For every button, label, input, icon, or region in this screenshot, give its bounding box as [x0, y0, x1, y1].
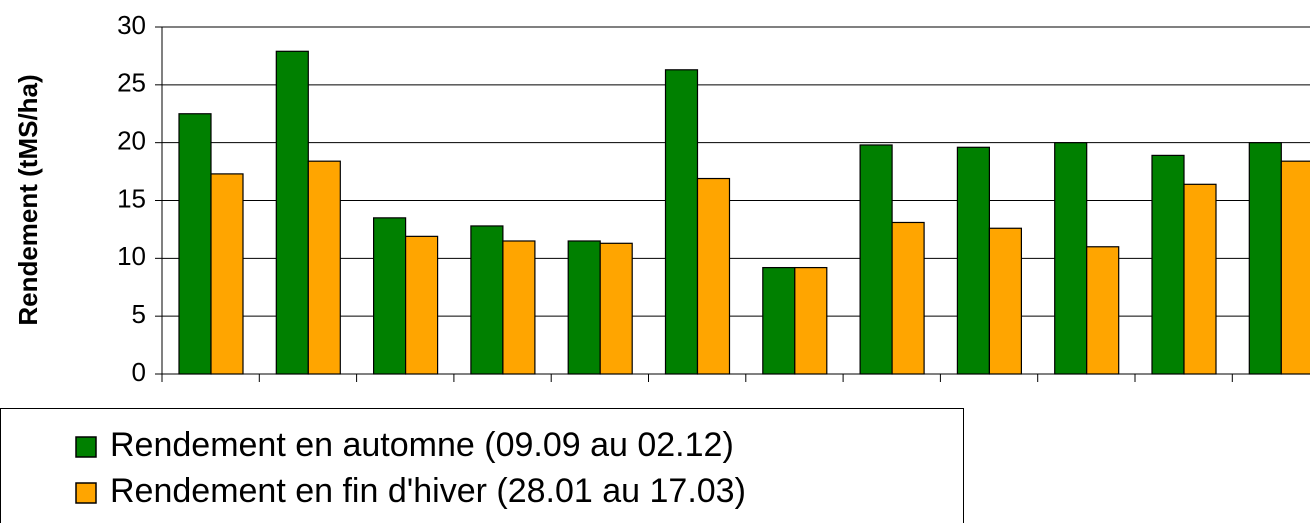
- y-tick-label: 5: [132, 299, 146, 329]
- bar: [1183, 183, 1217, 375]
- legend-swatch: [75, 482, 97, 504]
- bar: [956, 146, 991, 375]
- bar: [373, 217, 407, 375]
- bar: [502, 240, 536, 375]
- bar: [210, 173, 244, 375]
- bar: [762, 266, 796, 375]
- bar: [988, 227, 1023, 375]
- y-tick-label: 30: [117, 10, 146, 40]
- bar: [696, 177, 731, 375]
- bar: [1248, 142, 1282, 375]
- y-tick-label: 15: [117, 183, 146, 213]
- bar: [405, 235, 439, 375]
- legend-label: Rendement en fin d'hiver (28.01 au 17.03…: [110, 472, 746, 510]
- y-tick-label: 20: [117, 126, 146, 156]
- legend-box: [0, 408, 964, 523]
- y-tick-label: 25: [117, 68, 146, 98]
- legend-swatch: [75, 436, 97, 458]
- bar: [567, 240, 601, 375]
- bar: [891, 221, 925, 375]
- bar: [470, 225, 504, 375]
- y-tick-label: 10: [117, 241, 146, 271]
- bar: [1151, 154, 1185, 375]
- bar: [664, 69, 699, 375]
- legend-label: Rendement en automne (09.09 au 02.12): [110, 426, 734, 464]
- bar: [599, 242, 633, 375]
- bar: [1054, 142, 1088, 375]
- bar: [1280, 160, 1310, 375]
- bar: [275, 50, 309, 375]
- bar: [859, 144, 893, 375]
- y-tick-label: 0: [132, 357, 146, 387]
- bar: [1086, 246, 1120, 375]
- bar: [178, 113, 212, 375]
- bar: [794, 266, 828, 375]
- bar: [307, 160, 341, 375]
- y-axis-label: Rendement (tMS/ha): [13, 74, 43, 325]
